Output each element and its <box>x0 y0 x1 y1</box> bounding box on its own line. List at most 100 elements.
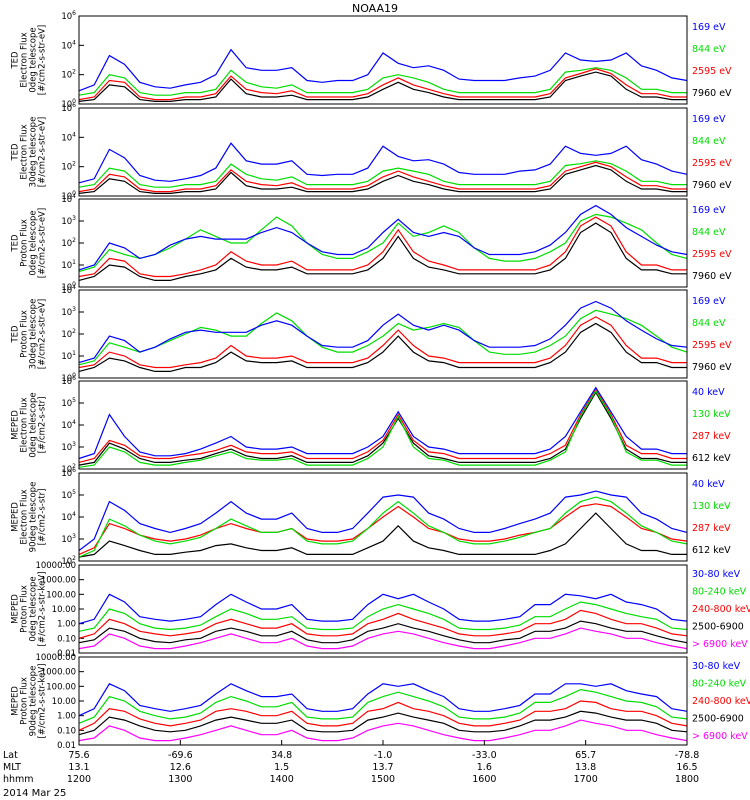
y-tick-base: 10 <box>61 133 72 143</box>
x-tick-mlt: 13.7 <box>372 762 393 773</box>
y-axis-label: TEDElectron Flux30deg telescope[#/cm2-s-… <box>11 117 48 188</box>
series-line-3 <box>78 300 688 364</box>
y-tick-label: 106 <box>61 102 76 114</box>
x-tick-hhmm: 1400 <box>270 774 294 785</box>
y-tick-base: 10 <box>61 71 72 81</box>
series-line-2 <box>78 213 688 273</box>
y-tick-exponent: 4 <box>72 511 76 518</box>
y-tick-label: 102 <box>61 463 76 475</box>
y-axis-label: TEDProton Flux30deg telescope[#/cm2-s-st… <box>11 299 48 370</box>
y-tick-base: 10 <box>61 286 72 296</box>
y-axis-label-line: Electron Flux <box>20 397 30 452</box>
panel-2: TEDProton Flux0deg telescope[#/cm2-s-str… <box>11 193 733 293</box>
y-tick-label: 101 <box>61 259 76 271</box>
legend-entry: 612 keV <box>692 545 731 556</box>
legend-entry: 130 keV <box>692 409 731 420</box>
y-tick-base: 10 <box>61 374 72 384</box>
legend-entry: 7960 eV <box>692 271 732 282</box>
legend-entry: 2595 eV <box>692 249 732 260</box>
series-line-3 <box>78 142 688 184</box>
y-tick-base: 10 <box>61 239 72 249</box>
y-axis-label-line: Proton Flux <box>20 585 30 633</box>
x-tick-mlt: 1.5 <box>274 762 289 773</box>
y-tick-label: 102 <box>61 555 76 567</box>
legend-entry: 169 eV <box>692 22 726 33</box>
series-line-1 <box>78 316 687 369</box>
legend-entry: > 6900 keV <box>692 731 748 742</box>
x-axis-row-label: hhmm <box>3 774 34 785</box>
y-tick-label: 103 <box>61 441 76 453</box>
legend-entry: 2595 eV <box>692 340 732 351</box>
y-axis-label-line: Electron Flux <box>20 32 30 87</box>
y-axis-label-line: MEPED <box>11 594 21 624</box>
y-tick-label: 102 <box>61 237 76 249</box>
y-axis-label-line: TED <box>11 143 21 162</box>
y-tick-label: 103 <box>61 306 76 318</box>
legend-entry: 240-800 keV <box>692 604 750 615</box>
y-tick-label: 0.10 <box>57 726 76 736</box>
y-tick-label: 100 <box>61 190 76 202</box>
series-line-2 <box>78 160 687 188</box>
series-line-0 <box>78 164 687 194</box>
y-tick-exponent: 2 <box>72 463 76 470</box>
y-tick-exponent: 6 <box>72 102 76 109</box>
y-tick-exponent: 5 <box>72 397 76 404</box>
y-tick-base: 10 <box>61 217 72 227</box>
y-tick-exponent: 6 <box>72 467 76 474</box>
series-line-2 <box>78 67 687 96</box>
y-tick-label: 0.01 <box>57 741 76 751</box>
series-line-2 <box>78 389 687 468</box>
y-tick-base: 10 <box>61 352 72 362</box>
y-axis-label-line: TED <box>11 51 21 70</box>
y-axis-label-line: [#/cm2-s-str-keV] <box>38 572 48 647</box>
y-tick-base: 10 <box>61 469 72 479</box>
panel-1: TEDElectron Flux30deg telescope[#/cm2-s-… <box>11 102 733 202</box>
y-tick-exponent: 3 <box>72 306 76 313</box>
y-axis-label: MEPEDElectron Flux0deg telescope[#/cm2-s… <box>11 392 48 457</box>
y-tick-label: 104 <box>61 511 76 523</box>
y-tick-label: 1.00 <box>57 712 76 722</box>
y-tick-base: 10 <box>61 535 72 545</box>
y-tick-label: 100 <box>61 372 76 384</box>
x-tick-lat: 65.7 <box>575 750 596 761</box>
legend-entry: 844 eV <box>692 318 726 329</box>
y-tick-base: 10 <box>61 399 72 409</box>
y-tick-label: 1000.00 <box>41 668 76 678</box>
y-axis-label-line: MEPED <box>11 686 21 716</box>
y-axis-label-line: 0deg telescope <box>29 210 39 275</box>
y-tick-label: 103 <box>61 215 76 227</box>
series-line-0 <box>78 512 687 558</box>
y-tick-label: 104 <box>61 193 76 205</box>
y-tick-label: 0.01 <box>57 649 76 659</box>
panel-frame <box>78 472 688 562</box>
y-tick-base: 10 <box>61 163 72 173</box>
y-tick-label: 102 <box>61 69 76 81</box>
series-line-1 <box>78 710 688 736</box>
y-tick-base: 10 <box>61 513 72 523</box>
series-line-3 <box>78 688 688 724</box>
y-axis-label-line: 0deg telescope <box>29 27 39 92</box>
y-tick-label: 10000.00 <box>35 561 76 571</box>
panel-5: MEPEDElectron Flux90deg telescope[#/cm2-… <box>11 467 732 567</box>
y-tick-label: 10000.00 <box>35 653 76 663</box>
y-axis-label-line: MEPED <box>11 410 21 440</box>
figure-title: NOAA19 <box>352 2 398 15</box>
x-tick-hhmm: 1600 <box>472 774 496 785</box>
y-tick-label: 100.00 <box>46 590 76 600</box>
panel-6: MEPEDProton Flux0deg telescope[#/cm2-s-s… <box>11 561 750 659</box>
series-line-2 <box>78 496 688 558</box>
y-tick-exponent: 2 <box>72 328 76 335</box>
y-axis-label: MEPEDProton Flux90deg telescope[#/cm2-s-… <box>11 664 48 739</box>
y-axis-label: TEDElectron Flux0deg telescope[#/cm2-s-s… <box>11 25 48 95</box>
y-tick-label: 1.00 <box>57 620 76 630</box>
panel-frame <box>78 289 688 379</box>
y-tick-exponent: 1 <box>72 350 76 357</box>
legend-entry: 30-80 keV <box>692 661 741 672</box>
date-label: 2014 Mar 25 <box>3 788 66 799</box>
series-line-0 <box>78 391 687 466</box>
legend-entry: 169 eV <box>692 114 726 125</box>
y-tick-label: 104 <box>61 39 76 51</box>
y-axis-label-line: Electron Flux <box>20 489 30 544</box>
y-tick-exponent: 4 <box>72 39 76 46</box>
legend-entry: 844 eV <box>692 227 726 238</box>
